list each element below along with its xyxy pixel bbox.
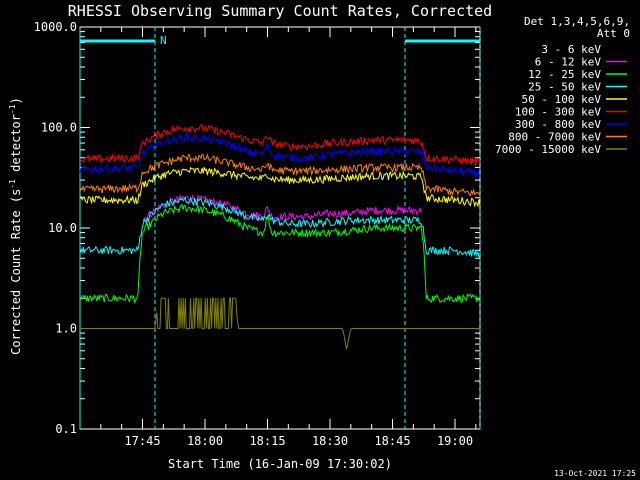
series-line-3 (80, 198, 480, 258)
legend-label: 7000 - 15000 keV (495, 143, 601, 156)
x-tick-label: 19:00 (437, 434, 473, 448)
x-tick-label: 17:45 (124, 434, 160, 448)
legend-label: 6 - 12 keV (535, 56, 602, 69)
y-tick-label: 10.0 (48, 221, 77, 235)
y-label-part-1: Corrected Count Rate (s (9, 189, 23, 355)
y-tick-label: 100.0 (41, 121, 77, 135)
y-label-part-2: detector (9, 114, 23, 179)
legend-label: 50 - 100 keV (522, 93, 602, 106)
y-label-exp-2: -1 (8, 104, 17, 114)
generation-timestamp: 13-Oct-2021 17:25 (554, 469, 636, 478)
x-tick-label: 18:15 (249, 434, 285, 448)
rhessi-count-rate-chart: 0.1 1.0 10.0 100.0 1000.0 17:45 18:00 18:15 18:3… (0, 0, 640, 480)
series-line-8 (80, 298, 480, 348)
x-tick-label: 18:00 (187, 434, 223, 448)
x-tick-label: 18:30 (312, 434, 348, 448)
series-line-1 (143, 196, 421, 221)
legend-label: 800 - 7000 keV (508, 131, 601, 144)
legend-label: 25 - 50 keV (528, 81, 601, 94)
y-tick-label: 1000.0 (34, 20, 77, 34)
legend-label: 300 - 800 keV (515, 118, 601, 131)
legend-label: 100 - 300 keV (515, 106, 601, 119)
y-tick-label: 1.0 (55, 322, 77, 336)
y-tick-label: 0.1 (55, 422, 77, 436)
chart-title: RHESSI Observing Summary Count Rates, Co… (68, 2, 492, 20)
legend-label: 3 - 6 keV (541, 43, 601, 56)
series-line-4 (80, 167, 480, 206)
series-line-6 (80, 134, 480, 177)
night-marker-label: N (160, 34, 167, 47)
x-axis-label: Start Time (16-Jan-09 17:30:02) (168, 457, 392, 471)
detector-info-line-2: Att 0 (597, 27, 630, 40)
y-label-exp-1: -1 (8, 179, 17, 189)
x-tick-label: 18:45 (374, 434, 410, 448)
y-label-part-3: ) (9, 97, 23, 104)
y-axis-label: Corrected Count Rate (s-1 detector-1) (8, 97, 23, 355)
plot-frame (80, 27, 480, 429)
legend-label: 12 - 25 keV (528, 68, 601, 81)
